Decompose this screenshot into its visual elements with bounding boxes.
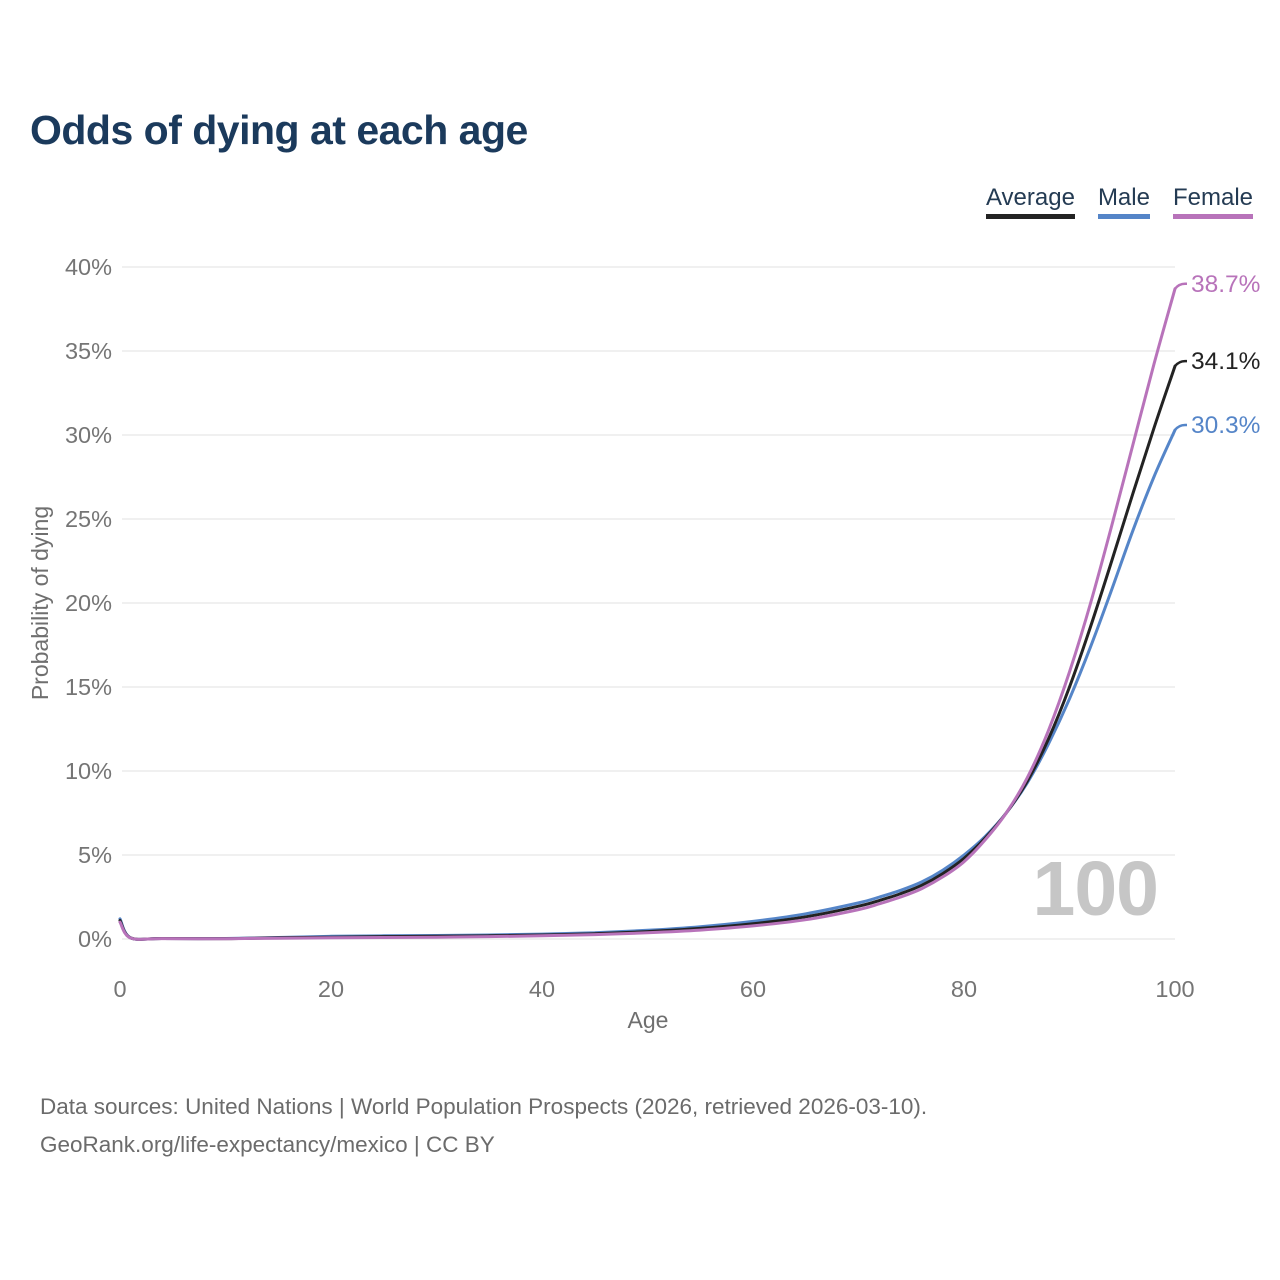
- x-tick-label: 0: [113, 976, 126, 1002]
- legend-item-average[interactable]: Average: [985, 184, 1075, 219]
- y-tick-label: 5%: [78, 842, 112, 868]
- end-label-connector-female: [1174, 282, 1187, 290]
- y-tick-label: 0%: [78, 926, 112, 952]
- x-axis-title: Age: [628, 1007, 669, 1033]
- legend-item-male[interactable]: Male: [1097, 184, 1150, 219]
- series-line-average: [118, 364, 1177, 941]
- x-tick-label: 80: [951, 976, 977, 1002]
- y-tick-label: 40%: [65, 254, 112, 280]
- x-tick-label: 20: [318, 976, 344, 1002]
- end-label-connector-average: [1174, 359, 1187, 367]
- x-tick-label: 100: [1155, 976, 1194, 1002]
- page-title: Odds of dying at each age: [30, 107, 528, 153]
- y-tick-label: 15%: [65, 674, 112, 700]
- series-line-female: [118, 287, 1177, 941]
- y-axis-title: Probability of dying: [27, 506, 53, 700]
- x-tick-label: 40: [529, 976, 555, 1002]
- legend: Average Male Female: [985, 184, 1253, 219]
- footer-data-sources: Data sources: United Nations | World Pop…: [40, 1094, 928, 1119]
- y-tick-label: 25%: [65, 506, 112, 532]
- y-tick-label: 35%: [65, 338, 112, 364]
- series-line-male: [118, 428, 1177, 941]
- end-label-connector-male: [1174, 423, 1187, 431]
- legend-item-female[interactable]: Female: [1172, 184, 1253, 219]
- footer-license: GeoRank.org/life-expectancy/mexico | CC …: [40, 1131, 495, 1157]
- end-value-label-female: 38.7%: [1191, 271, 1260, 298]
- y-tick-label: 10%: [65, 758, 112, 784]
- end-value-label-male: 30.3%: [1191, 412, 1260, 439]
- watermark-age-indicator: 100: [1032, 846, 1159, 932]
- footer-attribution: Data sources: United Nations | World Pop…: [40, 1088, 927, 1163]
- end-value-label-average: 34.1%: [1191, 348, 1260, 375]
- x-tick-label: 60: [740, 976, 766, 1002]
- y-tick-label: 30%: [65, 422, 112, 448]
- y-tick-label: 20%: [65, 590, 112, 616]
